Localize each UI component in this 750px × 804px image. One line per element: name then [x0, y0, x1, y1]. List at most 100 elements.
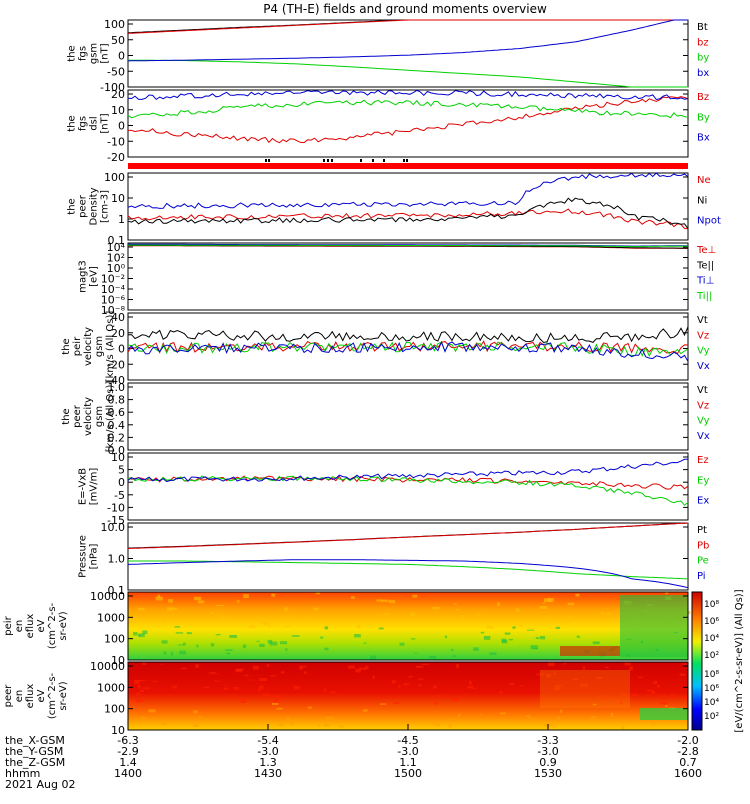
- series-line-By: [127, 99, 689, 119]
- quality-flag-tick: [403, 159, 405, 162]
- y-tick-label: -10: [107, 501, 125, 514]
- panel-frame: [127, 89, 689, 158]
- y-tick-label: 1: [118, 213, 125, 226]
- series-line-Vx: [127, 340, 689, 362]
- series-line-by: [128, 59, 688, 88]
- y-axis-label: thepeerDensity[cm-3]: [67, 187, 111, 225]
- quality-flag-bar: [128, 163, 688, 169]
- panel-pressure: 10.0 1.0 0.1 Pressure[nPa] Pt Pb Pe Pi: [78, 521, 710, 597]
- legend-Pe: Pe: [697, 556, 709, 567]
- legend-Vy: Vy: [697, 346, 710, 357]
- orbit-value: -2.9: [117, 745, 138, 758]
- legend-Npot: Npot: [697, 216, 721, 227]
- series-line-Bx: [127, 89, 689, 101]
- y-axis-label: magt3[eV]: [78, 260, 100, 293]
- y-tick-label: 10: [111, 451, 125, 464]
- y-tick-label: -100: [100, 81, 125, 94]
- y-tick-label: 10.0: [101, 521, 126, 534]
- orbit-value: -5.4: [257, 734, 278, 747]
- series-line-Ez: [127, 475, 689, 490]
- y-tick-label: 10000: [90, 660, 125, 673]
- quality-flag-tick: [331, 159, 333, 162]
- y-tick-label: 1.0: [108, 553, 126, 566]
- panel-peer_en: 10000 1000 100 10 thepeerenefluxeV(cm^2-s-sr…: [0, 660, 689, 737]
- panel-frame: [127, 312, 689, 381]
- quality-flag-tick: [383, 159, 385, 162]
- y-tick-label: 1.0: [108, 381, 126, 394]
- legend-Vt: Vt: [697, 315, 708, 326]
- orbit-value: 1400: [114, 767, 142, 780]
- orbit-value: 1500: [394, 767, 422, 780]
- orbit-value: 1600: [674, 767, 702, 780]
- y-tick-label: 10⁻⁸: [101, 304, 126, 317]
- orbit-value: -3.0: [537, 745, 558, 758]
- panel-frame: [127, 242, 689, 311]
- y-axis-label: thepeerenefluxeV(cm^2-s-sr-eV): [0, 672, 69, 719]
- colorbar-tick: 10⁴: [704, 698, 719, 708]
- legend-by: by: [697, 53, 709, 64]
- orbit-value: 1.4: [119, 756, 137, 769]
- panel-fgs_gsm: 100 50 0 -50 -100 thefgsgsm[nT] Bt bz by bx: [67, 18, 710, 94]
- y-tick-label: 20: [111, 88, 125, 101]
- series-line-Pt: [127, 522, 689, 549]
- legend-Pi: Pi: [697, 571, 706, 582]
- y-tick-label: 0.0: [108, 444, 126, 457]
- colorbar-tick: 10⁶: [704, 617, 719, 627]
- orbit-value: -3.3: [537, 734, 558, 747]
- legend-bx: bx: [697, 68, 709, 79]
- y-tick-label: 0: [118, 120, 125, 133]
- quality-flag-tick: [372, 159, 374, 162]
- colorbar-tick: 10⁴: [704, 634, 719, 644]
- y-tick-label: 10: [111, 192, 125, 205]
- y-tick-label: 0: [118, 476, 125, 489]
- series-line-Npot: [127, 172, 689, 209]
- legend-Bt: Bt: [697, 22, 708, 33]
- legend-bz: bz: [697, 37, 709, 48]
- colorbar: [691, 591, 703, 731]
- legend-Vz: Vz: [697, 330, 709, 341]
- orbit-value: 1530: [534, 767, 562, 780]
- colorbar-tick: 10⁸: [704, 670, 719, 680]
- panel-frame: [127, 452, 689, 521]
- orbit-row-label: hhmm: [5, 767, 40, 780]
- orbit-value: 1430: [254, 767, 282, 780]
- y-tick-label: 20: [111, 327, 125, 340]
- y-axis-label: Pressure[nPa]: [78, 535, 100, 578]
- y-tick-label: 0.4: [108, 419, 126, 432]
- y-tick-label: 10000: [90, 590, 125, 603]
- y-tick-label: 10: [111, 654, 125, 667]
- legend-Ex: Ex: [697, 496, 709, 507]
- orbit-value: -2.0: [677, 734, 698, 747]
- y-tick-label: 10⁻²: [101, 273, 125, 286]
- legend-Pb: Pb: [697, 540, 709, 551]
- y-tick-label: 10²: [107, 252, 125, 265]
- y-tick-label: 0: [118, 343, 125, 356]
- y-tick-label: 0.2: [108, 431, 126, 444]
- y-tick-label: 0: [118, 50, 125, 63]
- panel-frame: [127, 382, 689, 451]
- y-axis-label: thefgsdsl[nT]: [67, 113, 111, 133]
- legend-Ti||: Ti||: [696, 291, 712, 302]
- legend-Vy: Vy: [697, 416, 710, 427]
- legend-Ti⊥: Ti⊥: [696, 276, 714, 287]
- panel-fgs_dsl: 20 10 0 -10 -20 thefgsdsl[nT] Bz By Bx: [67, 88, 710, 164]
- y-tick-label: 10⁰: [107, 262, 126, 275]
- colorbar-tick: 10⁸: [704, 600, 719, 610]
- legend-Ey: Ey: [697, 475, 709, 486]
- legend-Vt: Vt: [697, 385, 708, 396]
- series-line-Vt: [127, 326, 689, 344]
- panel-peer_velocity: 1.00.80.60.40.20.0thepeervelocitygsm[km/…: [61, 381, 710, 457]
- legend-Te⊥: Te⊥: [696, 245, 716, 256]
- y-tick-label: 10: [111, 104, 125, 117]
- series-line-Ni: [127, 197, 689, 229]
- orbit-value: 0.7: [679, 756, 697, 769]
- series-line-bz: [127, 19, 688, 34]
- series-line-Pb: [127, 522, 689, 550]
- colorbar-tick: 10²: [704, 712, 719, 722]
- y-tick-label: 0.8: [108, 394, 126, 407]
